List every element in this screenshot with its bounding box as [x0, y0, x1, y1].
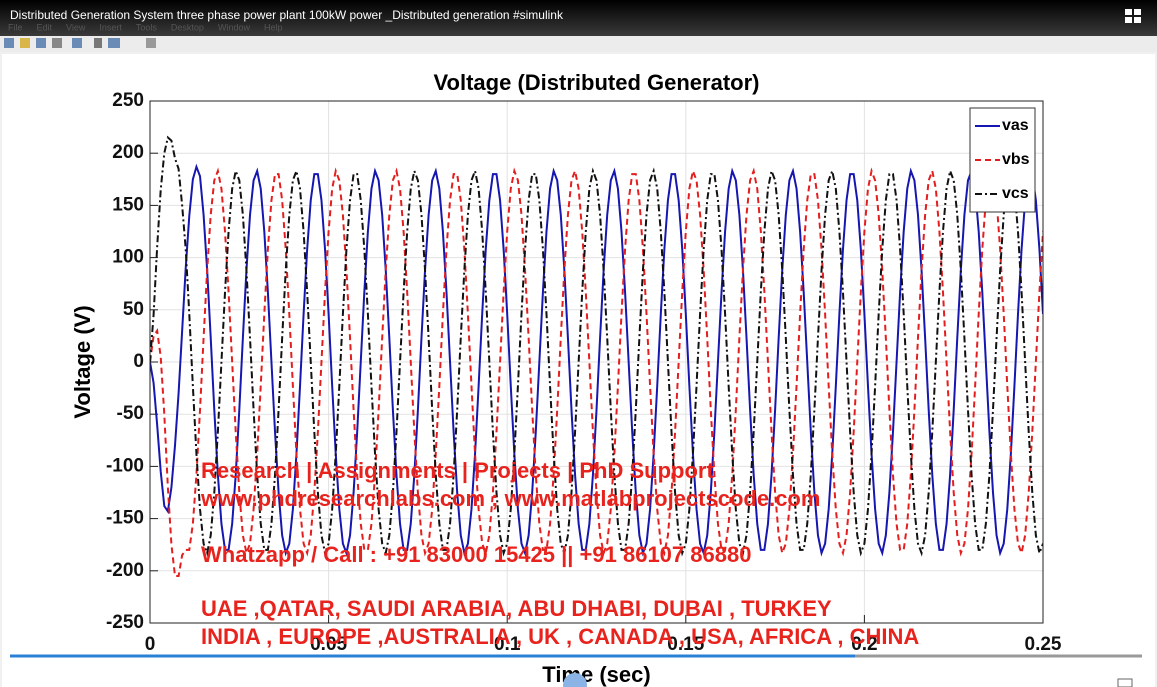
series-line [150, 163, 1043, 557]
watermark-text: Whatzapp / Call : +91 83000 15425 || +91… [201, 542, 751, 567]
x-tick-label: 0.1 [494, 634, 521, 655]
title-bar [0, 0, 1157, 36]
x-tick-label: 0.05 [310, 634, 347, 655]
y-tick-label: -50 [117, 403, 144, 424]
y-tick-label: 50 [123, 299, 144, 320]
fullscreen-icon[interactable] [1125, 9, 1141, 23]
y-tick-label: -100 [106, 455, 144, 476]
y-tick-label: -200 [106, 560, 144, 581]
y-tick-label: 250 [112, 90, 144, 111]
menu-item[interactable]: Tools [136, 22, 158, 32]
x-axis-label: Time (sec) [542, 662, 650, 687]
menu-item[interactable]: View [66, 22, 86, 32]
x-tick-label: 0 [145, 634, 156, 655]
chart-title: Voltage (Distributed Generator) [434, 70, 760, 95]
menu-item[interactable]: Help [264, 22, 283, 32]
menu-item[interactable]: Insert [99, 22, 122, 32]
lines [150, 135, 1043, 578]
y-tick-label: 100 [112, 247, 144, 268]
watermark-text: Research | Assignments | Projects | PhD … [201, 458, 714, 483]
watermark-text: UAE ,QATAR, SAUDI ARABIA, ABU DHABI, DUB… [201, 596, 832, 621]
menu-item[interactable]: Desktop [171, 22, 204, 32]
toolbar [0, 36, 1157, 52]
watermark-text: INDIA , EUROPE ,AUSTRALIA , UK , CANADA … [201, 624, 919, 649]
legend-label: vcs [1002, 185, 1029, 202]
y-tick-label: 0 [133, 351, 144, 372]
plot-frame [149, 100, 1044, 624]
y-axis-label: Voltage (V) [70, 305, 95, 418]
y-tick-label: 200 [112, 142, 144, 163]
x-tick-label: 0.2 [851, 634, 877, 655]
chart: -250 -200 -150 -100 -50 0 50 100 150 200 250 0 0.05 0… [70, 70, 1062, 687]
menu-item[interactable]: File [8, 22, 23, 32]
play-button[interactable] [563, 673, 587, 687]
corner-icon[interactable] [1117, 678, 1133, 687]
x-tick-label: 0.15 [667, 634, 704, 655]
toolbar-icons[interactable] [4, 38, 156, 48]
watermark-text: www.phdresearchlabs.com ; www.matlabproj… [200, 486, 820, 511]
y-tick-label: 150 [112, 194, 144, 215]
y-tick-label: -250 [106, 612, 144, 633]
menu-bar: File Edit View Insert Tools Desktop Window Help [8, 22, 282, 32]
y-tick-label: -150 [106, 508, 144, 529]
menu-item[interactable]: Edit [37, 22, 53, 32]
window-title: Distributed Generation System three phas… [10, 8, 564, 22]
menu-item[interactable]: Window [218, 22, 251, 32]
legend-label: vbs [1002, 151, 1030, 168]
legend-label: vas [1002, 117, 1029, 134]
x-tick-label: 0.25 [1025, 634, 1062, 655]
series-line [150, 135, 1043, 557]
